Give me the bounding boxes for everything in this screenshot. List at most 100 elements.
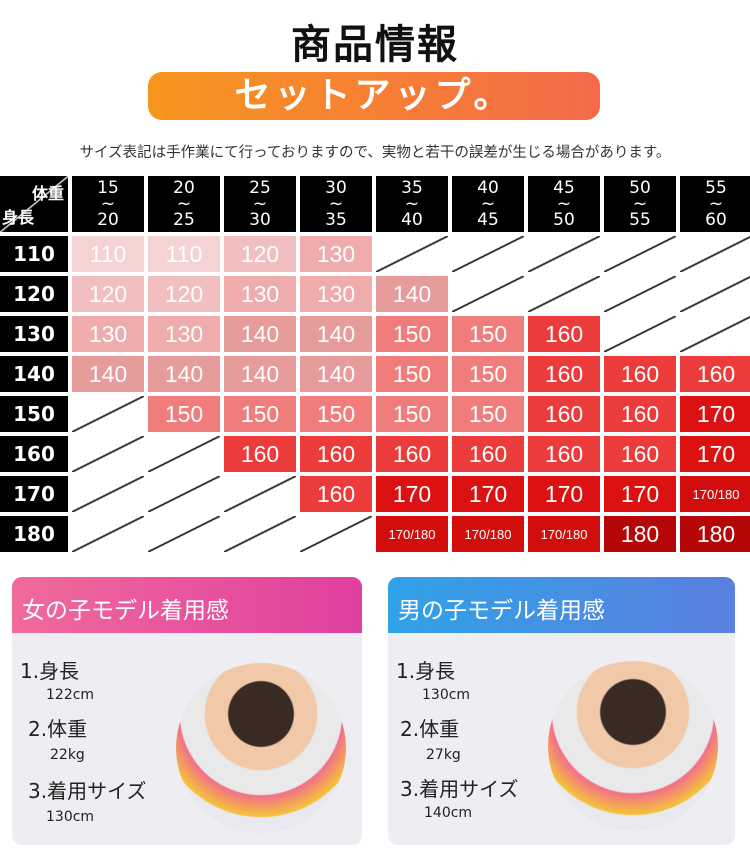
boy-height-label: 1.身長 [396, 659, 456, 683]
weight-max: 50 [553, 210, 575, 230]
size-cell: 150 [148, 396, 220, 432]
size-cell: 140 [300, 356, 372, 392]
size-cell: 150 [376, 396, 448, 432]
girl-height-value: 122cm [46, 687, 95, 703]
height-axis-label: 身長 [2, 208, 35, 227]
size-cell: 120 [148, 276, 220, 312]
boy-weight-label: 2.体重 [400, 717, 460, 741]
size-cell: 170 [680, 396, 750, 432]
height-row-header: 110 [0, 236, 68, 272]
size-cell: 140 [300, 316, 372, 352]
size-cell: 140 [72, 356, 144, 392]
product-type-banner: セットアップ。 [148, 72, 600, 120]
size-cell: 170/180 [376, 516, 448, 552]
boy-card-header: 男の子モデル着用感 [388, 577, 735, 633]
size-cell: 130 [72, 316, 144, 352]
size-cell: 160 [224, 436, 296, 472]
not-available-cell [72, 436, 144, 472]
not-available-cell [680, 276, 750, 312]
not-available-cell [224, 476, 296, 512]
boy-size-label: 3.着用サイズ [400, 777, 519, 801]
girl-model-photo [176, 663, 346, 833]
boy-weight-value: 27kg [426, 747, 461, 763]
weight-min: 40 [477, 178, 499, 198]
size-notice: サイズ表記は手作業にて行っておりますので、実物と若干の誤差が生じる場合があります… [79, 145, 671, 161]
page-title: 商品情報 [291, 21, 459, 68]
size-cell: 110 [148, 236, 220, 272]
weight-column-header: 35 ~40 [376, 176, 448, 232]
weight-min: 55 [705, 178, 727, 198]
table-row: 130 130 130 140 140 150 150 160 [0, 316, 750, 352]
boy-model-photo [548, 661, 718, 831]
size-cell: 170/180 [680, 476, 750, 512]
size-cell: 170/180 [528, 516, 600, 552]
weight-column-header: 40 ~45 [452, 176, 524, 232]
not-available-cell [604, 276, 676, 312]
size-cell: 150 [300, 396, 372, 432]
size-cell: 170 [680, 436, 750, 472]
size-cell: 150 [376, 356, 448, 392]
size-cell: 150 [452, 316, 524, 352]
girl-size-value: 130cm [46, 809, 95, 825]
weight-max: 30 [249, 210, 271, 230]
weight-column-header: 25 ~30 [224, 176, 296, 232]
size-cell: 160 [680, 356, 750, 392]
not-available-cell [376, 236, 448, 272]
weight-column-header: 55 ~60 [680, 176, 750, 232]
height-row-header: 160 [0, 436, 68, 472]
size-cell: 160 [528, 436, 600, 472]
header-row: 体重 身長 15 ~20 20 ~25 25 ~30 30 ~35 35 ~40 40 ~45 45 ~50 5… [0, 176, 750, 232]
boy-model-card: 男の子モデル着用感 1.身長 130cm 2.体重 27kg 3.着用サイズ 1… [388, 577, 735, 845]
size-cell: 160 [528, 396, 600, 432]
size-cell: 120 [72, 276, 144, 312]
size-chart: 体重 身長 15 ~20 20 ~25 25 ~30 30 ~35 35 ~40 40 ~45 45 ~50 5… [0, 176, 750, 556]
size-cell: 110 [72, 236, 144, 272]
size-cell: 140 [224, 316, 296, 352]
not-available-cell [224, 516, 296, 552]
not-available-cell [148, 516, 220, 552]
table-row: 120 120 120 130 130 140 [0, 276, 750, 312]
weight-column-header: 30 ~35 [300, 176, 372, 232]
height-row-header: 120 [0, 276, 68, 312]
size-cell: 150 [376, 316, 448, 352]
size-cell: 160 [300, 476, 372, 512]
boy-height-value: 130cm [422, 687, 471, 703]
not-available-cell [528, 276, 600, 312]
not-available-cell [72, 396, 144, 432]
weight-min: 30 [325, 178, 347, 198]
weight-max: 35 [325, 210, 347, 230]
weight-min: 20 [173, 178, 195, 198]
weight-max: 45 [477, 210, 499, 230]
size-cell: 120 [224, 236, 296, 272]
tilde: ~ [708, 194, 724, 214]
height-row-header: 130 [0, 316, 68, 352]
weight-max: 25 [173, 210, 195, 230]
weight-column-header: 45 ~50 [528, 176, 600, 232]
height-row-header: 170 [0, 476, 68, 512]
size-cell: 140 [376, 276, 448, 312]
table-row: 160 160 160 160 160 160 160 170 [0, 436, 750, 472]
size-cell: 160 [604, 396, 676, 432]
girl-size-label: 3.着用サイズ [28, 779, 147, 803]
weight-min: 45 [553, 178, 575, 198]
size-cell: 160 [528, 316, 600, 352]
weight-min: 25 [249, 178, 271, 198]
tilde: ~ [480, 194, 496, 214]
not-available-cell [452, 236, 524, 272]
tilde: ~ [328, 194, 344, 214]
not-available-cell [148, 476, 220, 512]
weight-max: 20 [97, 210, 119, 230]
boy-size-value: 140cm [424, 805, 473, 821]
size-cell: 130 [300, 236, 372, 272]
weight-column-header: 50 ~55 [604, 176, 676, 232]
not-available-cell [452, 276, 524, 312]
size-cell: 160 [300, 436, 372, 472]
girl-model-card: 女の子モデル着用感 1.身長 122cm 2.体重 22kg 3.着用サイズ 1… [12, 577, 362, 845]
weight-max: 55 [629, 210, 651, 230]
weight-column-header: 15 ~20 [72, 176, 144, 232]
height-row-header: 180 [0, 516, 68, 552]
not-available-cell [528, 236, 600, 272]
tilde: ~ [632, 194, 648, 214]
size-cell: 140 [148, 356, 220, 392]
tilde: ~ [100, 194, 116, 214]
